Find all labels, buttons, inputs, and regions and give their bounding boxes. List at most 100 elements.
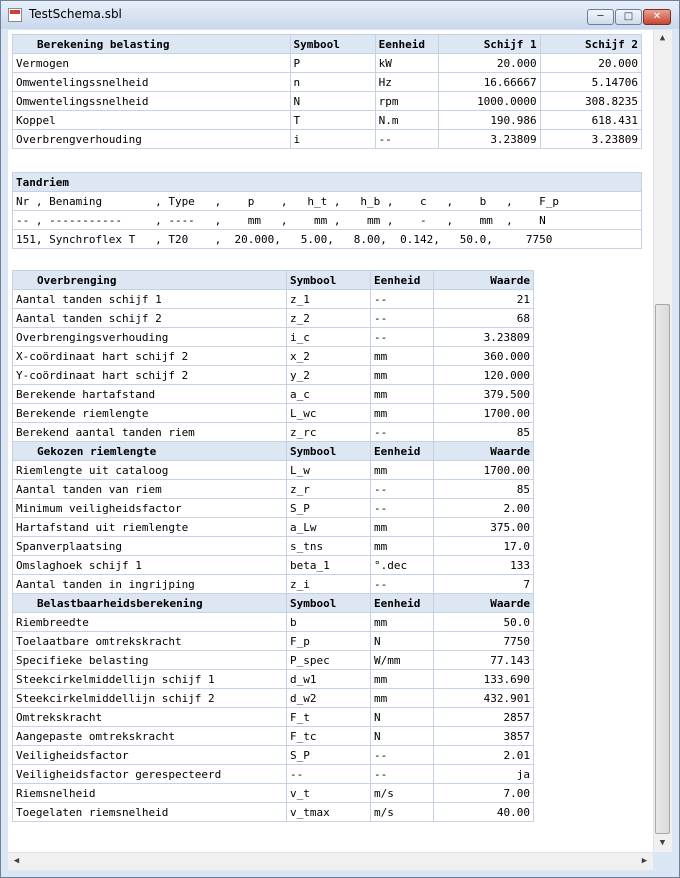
title-bar[interactable]: TestSchema.sbl ─ □ ✕ [1,1,679,29]
table-row: Berekende riemlengte L_wc mm 1700.00 [12,403,534,423]
table-cell: N [370,707,434,727]
scroll-right-icon[interactable]: ▶ [641,856,648,866]
table-cell: 20.000 [438,53,541,73]
table-cell: -- [286,764,371,784]
table-cell: Toelaatbare omtrekskracht [12,631,287,651]
scroll-down-icon[interactable]: ▼ [659,838,666,848]
table-cell: Hz [374,72,440,92]
table-cell: -- [370,764,434,784]
vertical-scroll-thumb[interactable] [655,304,670,834]
table-cell: 360.000 [433,346,534,366]
table-row: Riemlengte uit cataloog L_w mm 1700.00 [12,460,534,480]
scroll-left-icon[interactable]: ◀ [13,856,20,866]
table-row: Overbrengingsverhouding i_c -- 3.23809 [12,327,534,347]
table-cell: L_w [286,460,371,480]
table-row: Aantal tanden schijf 2 z_2 -- 68 [12,308,534,328]
table-cell: rpm [374,91,440,111]
table-cell: z_r [286,479,371,499]
table-cell: d_w1 [286,669,371,689]
table-cell: s_tns [286,536,371,556]
table-cell: N [370,631,434,651]
table-cell: Riemlengte uit cataloog [12,460,287,480]
table-cell: Riembreedte [12,612,287,632]
table-cell: m/s [370,783,434,803]
table-cell: 1700.00 [433,460,534,480]
table-cell: Y-coördinaat hart schijf 2 [12,365,287,385]
table-row: Berekend aantal tanden riem z_rc -- 85 [12,422,534,442]
table-cell: 77.143 [433,650,534,670]
minimize-button[interactable]: ─ [587,9,614,25]
table-header-row: Tandriem [12,172,642,192]
table-cell: a_c [286,384,371,404]
table-cell: d_w2 [286,688,371,708]
table-row: Omslaghoek schijf 1 beta_1 °.dec 133 [12,555,534,575]
table-cell: -- [370,745,434,765]
table-row: Omwentelingssnelheid n Hz 16.66667 5.14706 [12,72,643,92]
column-header: Eenheid [370,270,434,290]
table-cell: Omwentelingssnelheid [12,91,291,111]
horizontal-scrollbar[interactable]: ◀ ▶ [8,852,653,870]
table-cell: x_2 [286,346,371,366]
table-cell: i [289,129,376,149]
table-row: Steekcirkelmiddellijn schijf 2 d_w2 mm 432.… [12,688,534,708]
content-area: Berekening belasting Symbool Eenheid Schijf… [8,30,653,852]
table-row: -- , ----------- , ---- , mm , mm , mm ,… [12,210,642,230]
table-cell: mm [370,384,434,404]
table-cell: Aantal tanden schijf 2 [12,308,287,328]
column-header: Gekozen riemlengte [12,441,287,461]
table-cell: 50.0 [433,612,534,632]
column-header: Symbool [289,34,376,54]
table-cell: L_wc [286,403,371,423]
maximize-button[interactable]: □ [615,9,642,25]
table-cell: S_P [286,498,371,518]
table-cell: z_i [286,574,371,594]
column-header: Waarde [433,441,534,461]
table-cell: 16.66667 [438,72,541,92]
table-cell: 3.23809 [539,129,643,149]
table-cell: z_2 [286,308,371,328]
table-cell: 85 [433,479,534,499]
table-cell: Overbrengverhouding [12,129,291,149]
table-row: Toelaatbare omtrekskracht F_p N 7750 [12,631,534,651]
table-cell: N [370,726,434,746]
table-cell: v_tmax [286,802,371,822]
vertical-scrollbar[interactable]: ▲ ▼ [653,30,672,852]
table-cell: -- [370,479,434,499]
table-cell: mm [370,403,434,423]
table-row: X-coördinaat hart schijf 2 x_2 mm 360.000 [12,346,534,366]
table-cell: 133.690 [433,669,534,689]
table-cell: 5.14706 [539,72,643,92]
table-cell: Steekcirkelmiddellijn schijf 2 [12,688,287,708]
table-cell: kW [374,53,440,73]
table-cell: mm [370,346,434,366]
table-row: Koppel T N.m 190.986 618.431 [12,110,643,130]
table-cell: Omslaghoek schijf 1 [12,555,287,575]
table-row: Specifieke belasting P_spec W/mm 77.143 [12,650,534,670]
tandriem-table: Tandriem Nr , Benaming , Type , p , h_t ,… [12,172,642,249]
table-cell: Koppel [12,110,291,130]
table-cell: Hartafstand uit riemlengte [12,517,287,537]
table-cell: z_rc [286,422,371,442]
table-cell: Berekende riemlengte [12,403,287,423]
table-row: Omtrekskracht F_t N 2857 [12,707,534,727]
table-cell: 2857 [433,707,534,727]
table-cell: -- [370,289,434,309]
column-header: Symbool [286,593,371,613]
table-cell: F_t [286,707,371,727]
table-cell: Riemsnelheid [12,783,287,803]
table-cell: P_spec [286,650,371,670]
close-button[interactable]: ✕ [643,9,671,25]
table-cell: Aantal tanden schijf 1 [12,289,287,309]
table-cell: -- [370,327,434,347]
table-cell: 2.01 [433,745,534,765]
column-header: Symbool [286,270,371,290]
table-cell: -- [374,129,440,149]
table-cell: v_t [286,783,371,803]
column-header: Overbrenging [12,270,287,290]
scroll-up-icon[interactable]: ▲ [659,33,666,43]
table-cell: 308.8235 [539,91,643,111]
table-row: Veiligheidsfactor S_P -- 2.01 [12,745,534,765]
overbrenging-table: Overbrenging Symbool Eenheid Waarde Aantal t… [12,270,534,822]
table-header-row: Berekening belasting Symbool Eenheid Schijf… [12,34,643,54]
